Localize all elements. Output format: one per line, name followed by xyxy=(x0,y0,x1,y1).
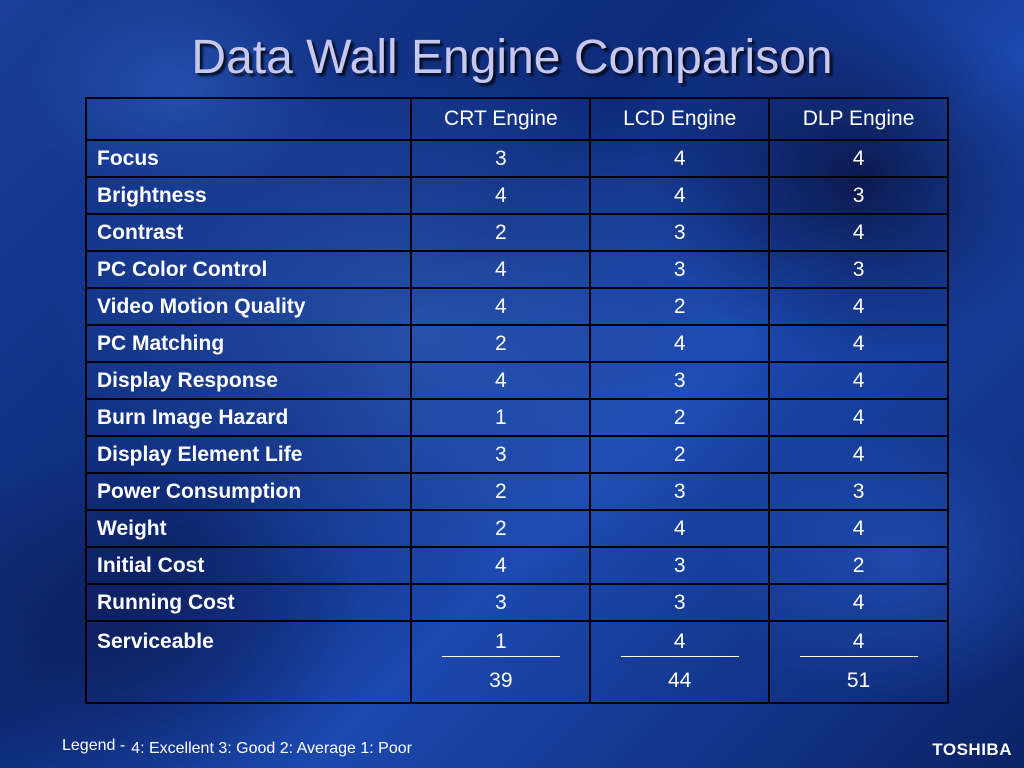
legend: Legend - 4: Excellent 3: Good 2: Average … xyxy=(62,737,412,757)
table-row: Contrast 2 3 4 xyxy=(84,213,949,252)
dlp-total: 51 xyxy=(846,669,871,692)
crt-value: 2 xyxy=(410,509,592,548)
legend-prefix: Legend - xyxy=(62,737,126,754)
dlp-value: 4 xyxy=(768,287,949,326)
lcd-value: 3 xyxy=(589,472,771,511)
lcd-value: 4 xyxy=(589,509,771,548)
lcd-value: 3 xyxy=(589,546,771,585)
lcd-value: 4 xyxy=(589,139,771,178)
table-row: PC Matching 2 4 4 xyxy=(84,324,949,363)
row-label: Weight xyxy=(84,509,413,548)
table-row: Display Response 4 3 4 xyxy=(84,361,949,400)
row-label: Video Motion Quality xyxy=(84,287,413,326)
table-row: PC Color Control 4 3 3 xyxy=(84,250,949,289)
row-label: Running Cost xyxy=(84,583,413,622)
table-row: Weight 2 4 4 xyxy=(84,509,949,548)
crt-value: 3 xyxy=(410,139,592,178)
dlp-value: 4 xyxy=(799,622,918,657)
crt-value: 3 xyxy=(410,435,592,474)
crt-value: 3 xyxy=(410,583,592,622)
comparison-table: CRT Engine LCD Engine DLP Engine Focus 3 4… xyxy=(84,97,949,704)
crt-value: 4 xyxy=(410,361,592,400)
row-label: Power Consumption xyxy=(84,472,413,511)
row-label: Brightness xyxy=(84,176,413,215)
dlp-value: 4 xyxy=(768,509,949,548)
crt-value: 4 xyxy=(410,287,592,326)
table-row: Display Element Life 3 2 4 xyxy=(84,435,949,474)
lcd-value: 2 xyxy=(589,398,771,437)
dlp-value: 3 xyxy=(768,250,949,289)
row-label: Display Response xyxy=(84,361,413,400)
dlp-value: 4 xyxy=(768,435,949,474)
crt-value: 1 xyxy=(441,622,560,657)
dlp-value: 3 xyxy=(768,472,949,511)
row-label: Serviceable xyxy=(84,620,413,704)
dlp-value: 4 xyxy=(768,213,949,252)
lcd-value: 3 xyxy=(589,213,771,252)
table-row: Power Consumption 2 3 3 xyxy=(84,472,949,511)
dlp-value: 4 xyxy=(768,583,949,622)
crt-value: 4 xyxy=(410,546,592,585)
row-label: Display Element Life xyxy=(84,435,413,474)
row-label: Initial Cost xyxy=(84,546,413,585)
row-label: Burn Image Hazard xyxy=(84,398,413,437)
header-cell-empty xyxy=(84,97,413,141)
crt-value: 2 xyxy=(410,472,592,511)
page-title: Data Wall Engine Comparison xyxy=(191,31,833,84)
dlp-value: 2 xyxy=(768,546,949,585)
lcd-total: 44 xyxy=(668,669,692,692)
lcd-value: 3 xyxy=(589,361,771,400)
dlp-value: 3 xyxy=(768,176,949,215)
lcd-value: 2 xyxy=(589,435,771,474)
table-row: Video Motion Quality 4 2 4 xyxy=(84,287,949,326)
lcd-value: 3 xyxy=(589,250,771,289)
dlp-value: 4 xyxy=(768,398,949,437)
lcd-value: 4 xyxy=(589,324,771,363)
dlp-value: 4 xyxy=(768,361,949,400)
dlp-value: 4 xyxy=(768,139,949,178)
row-label: PC Matching xyxy=(84,324,413,363)
dlp-final-cell: 4 51 xyxy=(768,620,949,704)
lcd-final-cell: 4 44 xyxy=(589,620,771,704)
dlp-value: 4 xyxy=(768,324,949,363)
crt-value: 4 xyxy=(410,250,592,289)
crt-value: 2 xyxy=(410,213,592,252)
table-row: Focus 3 4 4 xyxy=(84,139,949,178)
table-row: Brightness 4 4 3 xyxy=(84,176,949,215)
row-label: PC Color Control xyxy=(84,250,413,289)
lcd-value: 4 xyxy=(589,176,771,215)
crt-value: 4 xyxy=(410,176,592,215)
crt-final-cell: 1 39 xyxy=(410,620,592,704)
table-row: Running Cost 3 3 4 xyxy=(84,583,949,622)
table-row: Burn Image Hazard 1 2 4 xyxy=(84,398,949,437)
table-row: Initial Cost 4 3 2 xyxy=(84,546,949,585)
crt-value: 1 xyxy=(410,398,592,437)
header-cell-crt: CRT Engine xyxy=(410,97,592,141)
legend-text: 4: Excellent 3: Good 2: Average 1: Poor xyxy=(131,740,412,757)
row-label: Contrast xyxy=(84,213,413,252)
lcd-value: 2 xyxy=(589,287,771,326)
table-row-serviceable: Serviceable 1 39 4 44 4 51 xyxy=(84,620,949,704)
crt-total: 39 xyxy=(489,669,513,692)
table-header-row: CRT Engine LCD Engine DLP Engine xyxy=(84,97,949,141)
lcd-value: 3 xyxy=(589,583,771,622)
header-cell-lcd: LCD Engine xyxy=(589,97,771,141)
crt-value: 2 xyxy=(410,324,592,363)
row-label: Focus xyxy=(84,139,413,178)
toshiba-logo: TOSHIBA xyxy=(932,740,1012,759)
header-cell-dlp: DLP Engine xyxy=(768,97,949,141)
lcd-value: 4 xyxy=(620,622,739,657)
